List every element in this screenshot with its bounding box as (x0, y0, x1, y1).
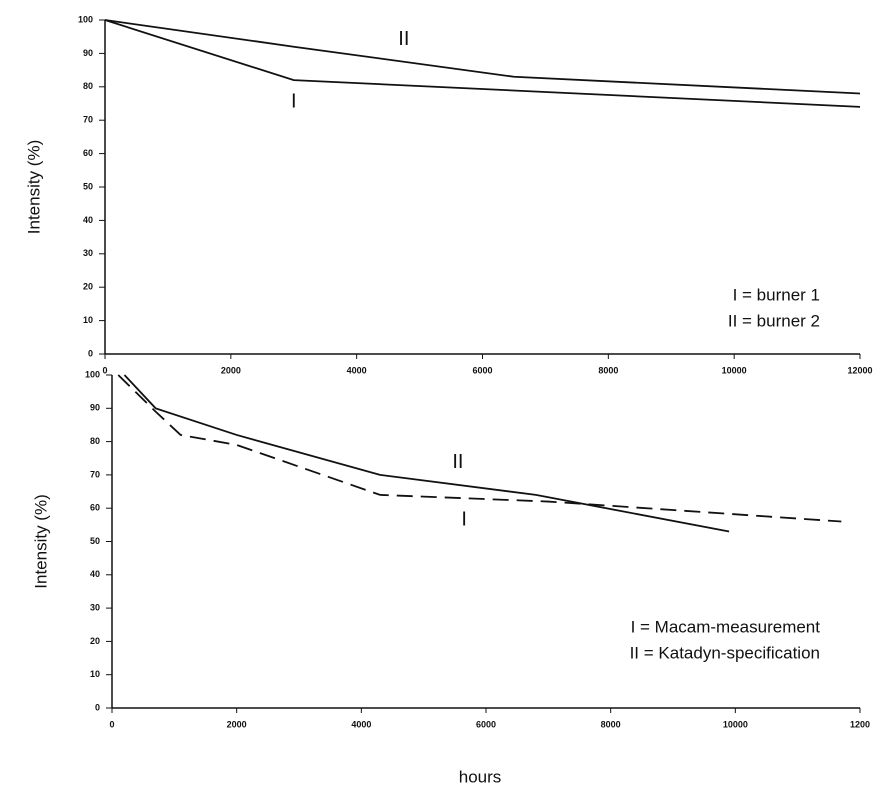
series-label: I (291, 90, 297, 112)
x-tick-label: 8000 (598, 365, 618, 375)
y-tick-label: 10 (83, 315, 93, 325)
y-tick-label: 50 (90, 536, 100, 546)
y-tick-label: 100 (78, 14, 93, 24)
series-line (123, 374, 730, 533)
y-tick-label: 90 (90, 403, 100, 413)
x-tick-label: 0 (109, 719, 114, 729)
legend-entry: I = burner 1 (733, 285, 820, 304)
legend-entry: I = Macam-measurement (631, 617, 821, 636)
y-tick-label: 40 (90, 569, 100, 579)
series-label: II (452, 451, 463, 473)
y-tick-label: 90 (83, 48, 93, 58)
y-tick-label: 40 (83, 215, 93, 225)
x-tick-label: 6000 (476, 719, 496, 729)
y-tick-label: 100 (85, 369, 100, 379)
y-tick-label: 80 (83, 81, 93, 91)
x-tick-label: 10000 (722, 365, 747, 375)
y-tick-label: 60 (90, 503, 100, 513)
series-line (104, 19, 861, 108)
legend-entry: II = burner 2 (728, 311, 820, 330)
y-tick-label: 20 (90, 636, 100, 646)
y-axis-label: Intensity (%) (24, 140, 43, 234)
y-tick-label: 10 (90, 669, 100, 679)
y-tick-label: 60 (83, 148, 93, 158)
series-label: II (398, 28, 409, 50)
x-tick-label: 2000 (221, 365, 241, 375)
x-tick-label: 6000 (472, 365, 492, 375)
y-tick-label: 20 (83, 282, 93, 292)
y-tick-label: 70 (83, 115, 93, 125)
x-tick-label: 4000 (347, 365, 367, 375)
x-tick-label: 1200 (850, 719, 870, 729)
y-tick-label: 0 (95, 702, 100, 712)
legend-entry: II = Katadyn-specification (630, 643, 820, 662)
x-tick-label: 0 (102, 365, 107, 375)
y-tick-label: 70 (90, 469, 100, 479)
y-axis-label: Intensity (%) (31, 494, 50, 588)
y-tick-label: 0 (88, 348, 93, 358)
x-tick-label: 8000 (601, 719, 621, 729)
y-tick-label: 30 (90, 602, 100, 612)
x-tick-label: 10000 (723, 719, 748, 729)
y-tick-label: 50 (83, 181, 93, 191)
series-line (117, 374, 842, 523)
x-tick-label: 12000 (847, 365, 872, 375)
y-tick-label: 80 (90, 436, 100, 446)
x-tick-label: 2000 (227, 719, 247, 729)
series-line (104, 19, 861, 95)
x-tick-label: 4000 (351, 719, 371, 729)
y-tick-label: 30 (83, 248, 93, 258)
x-axis-label: hours (459, 767, 502, 786)
series-label: I (461, 508, 467, 530)
